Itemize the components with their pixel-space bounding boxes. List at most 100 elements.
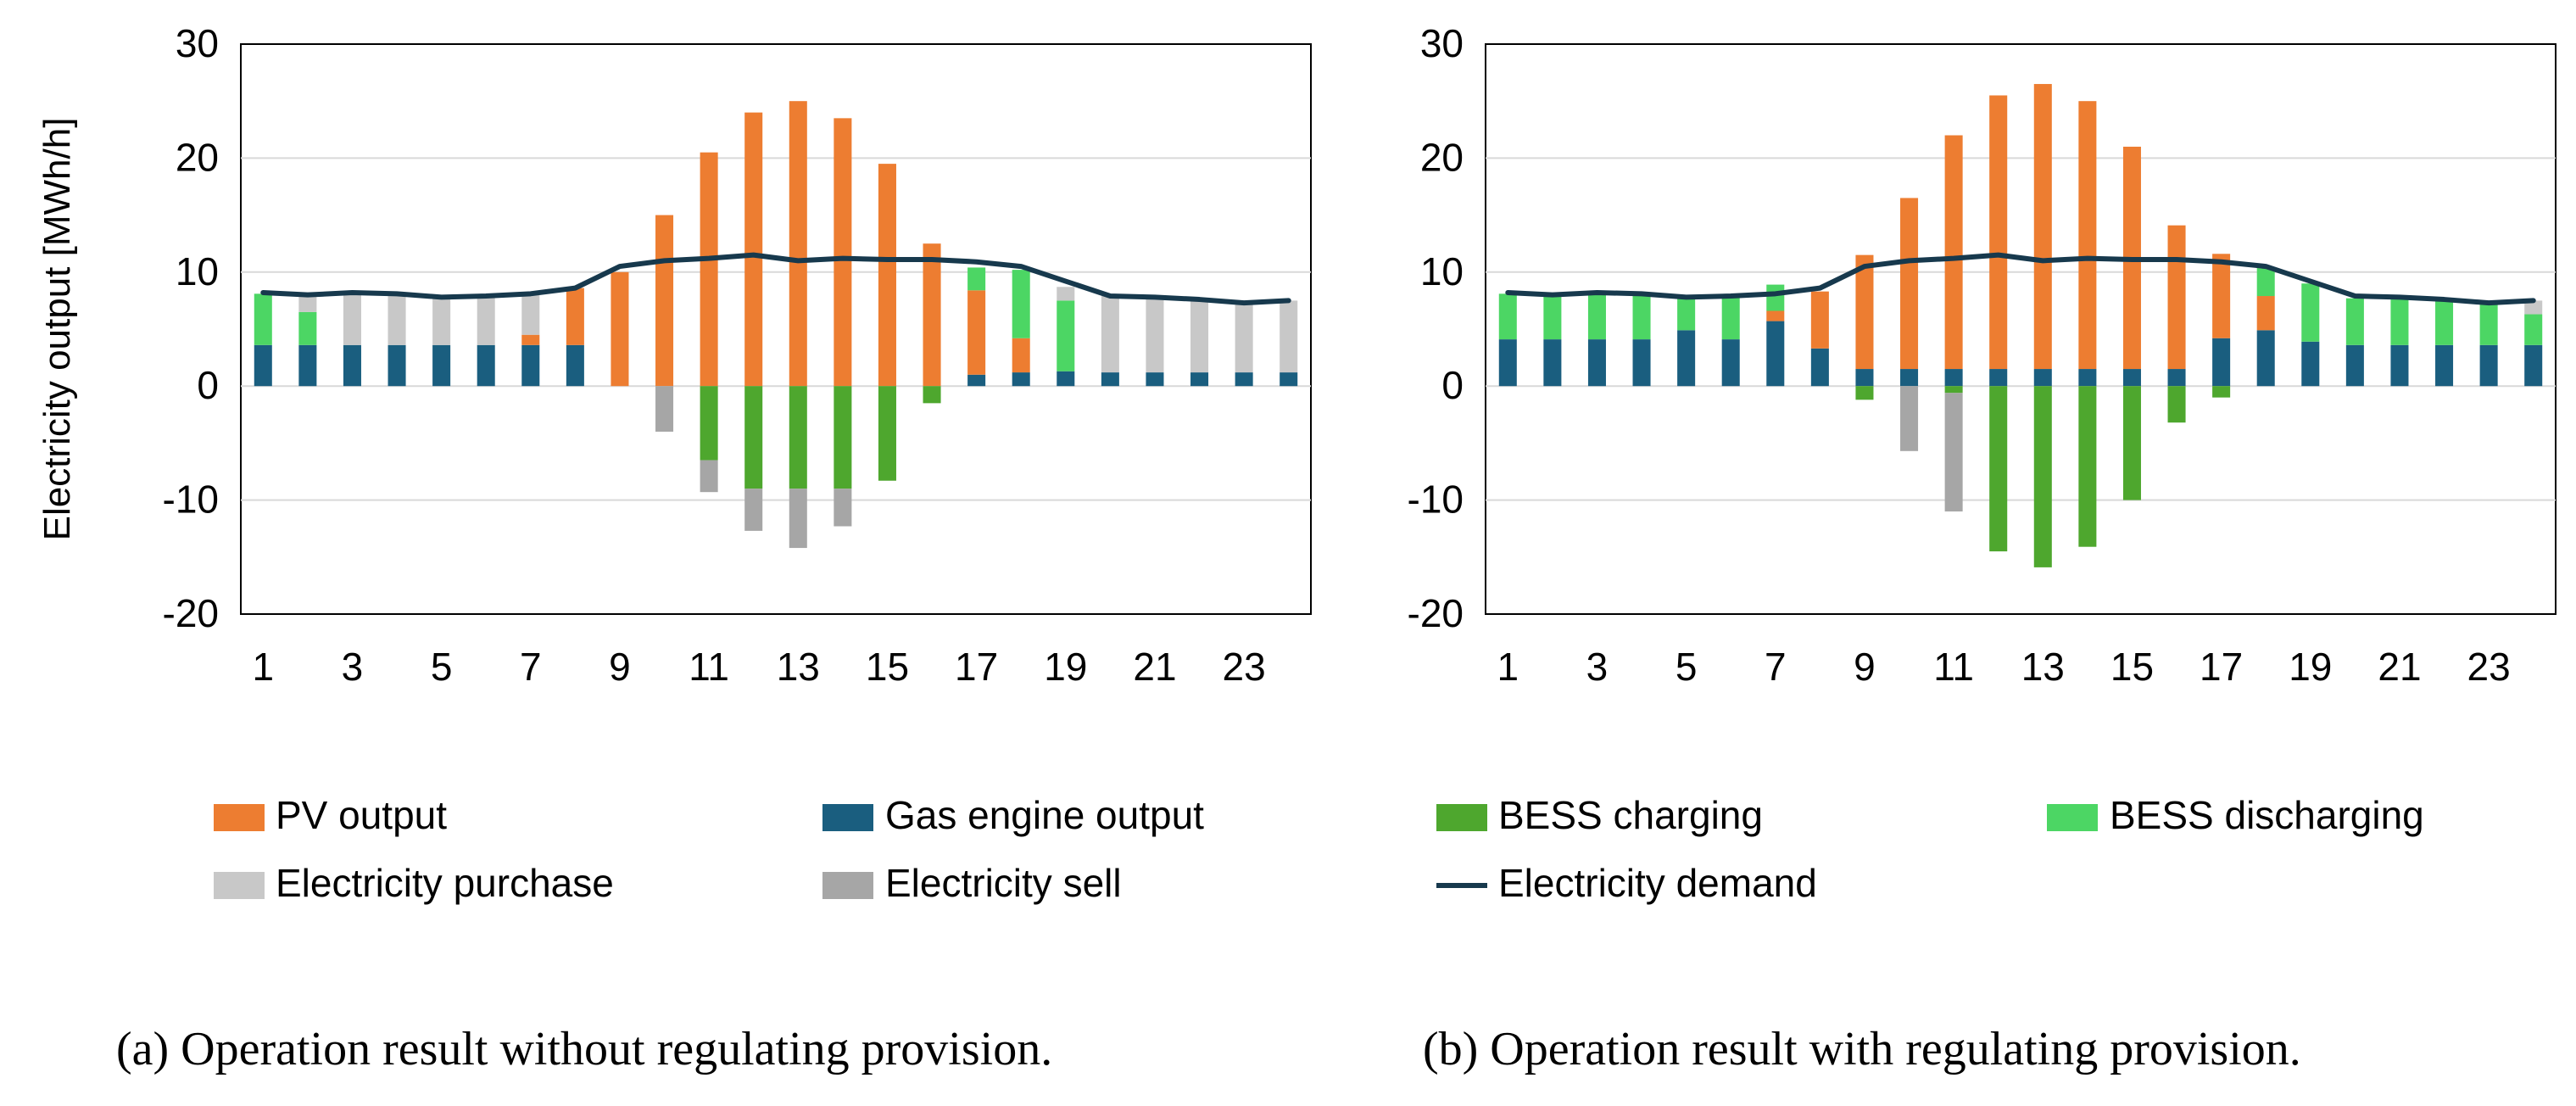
bar-gas-b-24 [2524,344,2543,387]
bar-bess_charge-b-9 [1855,386,1874,400]
bar-purchase-b-24 [2524,300,2543,315]
bar-gas-b-16 [2167,369,2186,387]
bar-bess_discharge-a-2 [298,311,317,345]
legend-label-demand: Electricity demand [1498,861,1817,905]
bar-sell-a-13 [789,489,807,549]
bar-gas-a-20 [1101,372,1119,387]
gridlines-b [1486,157,2556,501]
x-tick-label: 11 [689,645,729,689]
legend-label-purchase: Electricity purchase [276,861,614,905]
bar-gas-a-7 [521,344,540,387]
bar-purchase-a-2 [298,296,317,312]
bar-gas-a-21 [1146,372,1164,387]
bar-purchase-a-21 [1146,298,1164,373]
legend-item-bess-discharging: BESS discharging [2047,793,2424,837]
bar-gas-a-17 [967,374,986,387]
bar-purchase-a-23 [1235,301,1253,373]
y-tick-label: -10 [1408,478,1464,522]
bar-bess_charge-a-16 [923,386,941,404]
bar-gas-a-5 [432,344,451,387]
bar-bess_charge-a-11 [700,386,718,461]
bar-gas-b-14 [2078,369,2097,387]
legend-swatch-gas [822,804,873,831]
bar-gas-b-17 [2212,338,2231,387]
bar-purchase-a-5 [432,296,451,345]
bar-sell-a-10 [655,386,674,432]
bar-sell-b-10 [1900,386,1919,451]
bar-gas-b-23 [2479,344,2498,387]
plot-area-b [1485,43,2556,615]
bar-gas-b-15 [2122,369,2141,387]
legend-label-gas: Gas engine output [885,793,1204,837]
bar-pv-a-14 [834,118,852,387]
y-tick-label: -10 [163,478,219,522]
x-tick-label: 19 [1044,645,1087,689]
bar-gas-a-18 [1012,372,1030,387]
x-tick-label: 11 [1933,645,1974,689]
bar-gas-b-9 [1855,369,1874,387]
x-tick-label: 5 [1676,645,1698,689]
bar-gas-b-3 [1587,339,1606,387]
bar-bess_charge-b-12 [1989,386,2008,552]
y-tick-label: 20 [176,135,219,179]
x-tick-label: 23 [1223,645,1266,689]
bar-gas-a-19 [1057,371,1075,387]
bar-gas-b-11 [1944,369,1963,387]
bar-bess_discharge-b-21 [2390,299,2409,345]
y-axis-label: Electricity output [MWh/h] [36,118,78,541]
y-tick-labels-b: -20 -10 0 10 20 30 [1408,21,1464,635]
bar-sell-a-11 [700,460,718,493]
bar-bess_charge-b-13 [2033,386,2052,567]
demand-line-a [260,252,1291,306]
bar-gas-b-13 [2033,369,2052,387]
bar-gas-b-20 [2345,344,2364,387]
bar-bess_discharge-b-22 [2435,300,2454,345]
bar-pv-b-12 [1989,95,2008,370]
plot-area-a [240,43,1312,615]
bar-gas-a-6 [477,344,495,387]
bar-gas-b-21 [2390,344,2409,387]
bar-pv-b-10 [1900,198,1919,370]
bar-purchase-a-19 [1057,287,1075,301]
bar-bess_discharge-b-19 [2301,283,2320,342]
legend-label-bess-charging: BESS charging [1498,793,1763,837]
bar-gas-a-2 [298,344,317,387]
x-tick-label: 3 [342,645,364,689]
bar-bess_discharge-b-7 [1766,284,1785,311]
bar-gas-b-1 [1498,339,1517,387]
bar-sell-b-11 [1944,393,1963,512]
bar-purchase-a-24 [1280,300,1298,373]
bar-bess_charge-b-16 [2167,386,2186,423]
bar-purchase-a-3 [343,292,361,345]
legend-swatch-bess-charging [1436,804,1487,831]
legend-label-bess-discharging: BESS discharging [2110,793,2424,837]
bar-gas-b-4 [1632,339,1651,387]
legend-swatch-purchase [214,872,265,899]
legend-item-pv: PV output [214,793,447,837]
bar-gas-b-10 [1900,369,1919,387]
bar-bess_charge-b-15 [2122,386,2141,500]
bar-pv-a-10 [655,215,674,387]
y-tick-label: 30 [176,21,219,65]
bar-gas-a-4 [388,344,406,387]
x-tick-label: 21 [2378,645,2421,689]
legend-label-sell: Electricity sell [885,861,1122,905]
bar-gas-b-19 [2301,341,2320,387]
y-tick-label: -20 [1408,591,1464,635]
x-tick-label: 19 [2289,645,2332,689]
bars-a [254,101,1298,549]
bar-pv-b-11 [1944,135,1963,370]
x-tick-label: 5 [431,645,453,689]
bar-bess_charge-a-12 [744,386,763,489]
legend-swatch-pv [214,804,265,831]
bar-pv-b-13 [2033,84,2052,370]
bar-bess_discharge-b-5 [1677,297,1696,331]
bar-pv-a-7 [521,334,540,345]
bar-bess_charge-b-11 [1944,386,1963,394]
bar-bess_charge-a-15 [878,386,896,481]
bar-bess_charge-a-13 [789,386,807,489]
bar-pv-a-18 [1012,338,1030,373]
legend-item-demand: Electricity demand [1436,861,1817,905]
bar-gas-b-12 [1989,369,2008,387]
gridlines-a [241,157,1311,501]
